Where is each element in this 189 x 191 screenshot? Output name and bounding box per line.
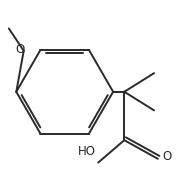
Text: O: O — [15, 43, 25, 56]
Text: O: O — [163, 151, 172, 163]
Text: HO: HO — [78, 145, 96, 158]
